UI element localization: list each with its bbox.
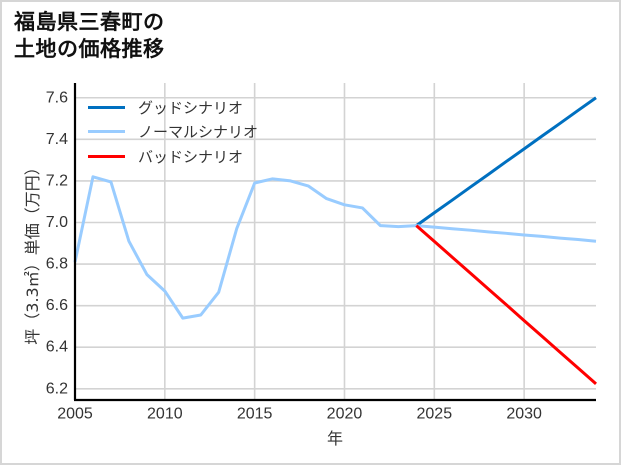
tick-labels: 6.2 6.4 6.6 6.8 7.0 7.2 7.4 7.6 2005 2010 2015 2020… xyxy=(46,89,542,422)
x-tick-label: 2025 xyxy=(417,406,453,423)
plot-lines xyxy=(73,96,597,385)
y-tick-label: 6.4 xyxy=(46,339,68,356)
y-axis-label: 坪（3.3㎡）単価（万円） xyxy=(23,159,42,345)
y-tick-label: 6.6 xyxy=(46,297,68,314)
legend-item-bad: バッドシナリオ xyxy=(88,144,258,169)
x-tick-label: 2030 xyxy=(506,406,542,423)
legend-item-normal: ノーマルシナリオ xyxy=(88,120,258,145)
legend-label-good: グッドシナリオ xyxy=(138,98,244,117)
legend-item-good: グッドシナリオ xyxy=(88,95,258,120)
y-tick-label: 7.4 xyxy=(46,131,68,148)
chart-title-line-1: 福島県三春町の xyxy=(14,10,165,34)
legend-swatch-good xyxy=(88,105,125,109)
x-tick-label: 2015 xyxy=(237,406,273,423)
legend-swatch-normal xyxy=(88,130,125,134)
x-tick-label: 2020 xyxy=(327,406,363,423)
series-line-bad xyxy=(415,224,597,385)
y-tick-label: 7.0 xyxy=(46,214,68,231)
legend: グッドシナリオ ノーマルシナリオ バッドシナリオ xyxy=(88,95,258,169)
legend-label-bad: バッドシナリオ xyxy=(138,147,244,166)
y-tick-label: 6.8 xyxy=(46,256,68,273)
chart-title-line-2: 土地の価格推移 xyxy=(14,37,165,61)
legend-swatch-bad xyxy=(88,154,125,158)
legend-label-normal: ノーマルシナリオ xyxy=(138,123,259,142)
series-line-normal xyxy=(73,175,597,320)
y-tick-label: 7.2 xyxy=(46,172,68,189)
axes xyxy=(73,83,596,402)
chart-title: 福島県三春町の 土地の価格推移 xyxy=(14,9,165,63)
x-tick-label: 2005 xyxy=(57,406,93,423)
x-axis-label: 年 xyxy=(326,429,344,448)
series-line-good xyxy=(415,96,597,227)
y-tick-label: 7.6 xyxy=(46,89,68,106)
y-tick-label: 6.2 xyxy=(46,380,68,397)
x-tick-label: 2010 xyxy=(147,406,183,423)
